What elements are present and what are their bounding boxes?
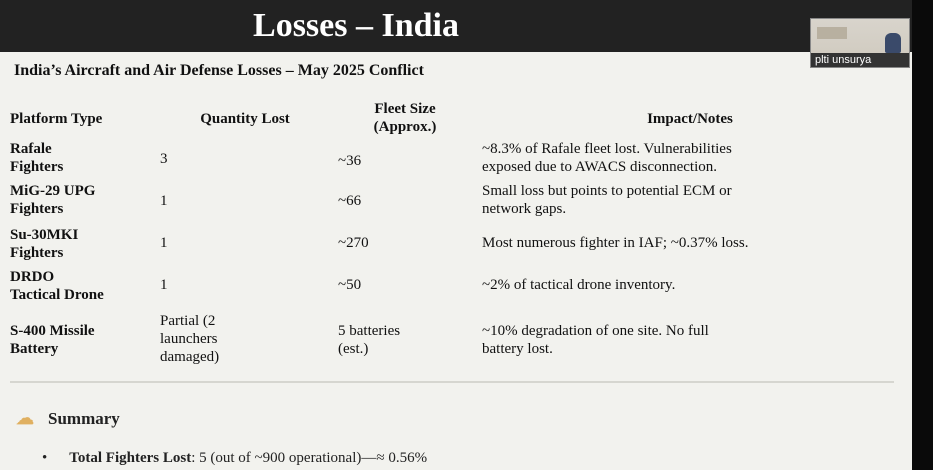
header-quantity: Quantity Lost — [200, 111, 290, 127]
participant-name: plti unsurya — [811, 53, 909, 67]
impact-notes: Small loss but points to potential ECM o… — [482, 183, 732, 199]
quantity-lost: 1 — [160, 277, 168, 293]
fleet-size: ~270 — [338, 235, 369, 251]
platform-name-line2: Fighters — [10, 201, 64, 217]
section-divider — [10, 381, 894, 383]
quantity-lost: 1 — [160, 193, 168, 209]
quantity-lost: 1 — [160, 235, 168, 251]
platform-name-line2: Fighters — [10, 159, 64, 175]
screen-edge — [912, 0, 933, 470]
header-fleet-line2: (Approx.) — [373, 119, 437, 135]
impact-notes-line2: exposed due to AWACS disconnection. — [482, 159, 718, 175]
bullet-icon: • — [42, 450, 48, 466]
impact-notes: ~2% of tactical drone inventory. — [482, 277, 676, 293]
platform-name: Rafale — [10, 141, 52, 157]
title-bar: Losses – India — [0, 0, 912, 52]
impact-notes: ~8.3% of Rafale fleet lost. Vulnerabilit… — [482, 141, 732, 157]
header-notes: Impact/Notes — [647, 111, 733, 127]
presentation-slide: Losses – India India’s Aircraft and Air … — [0, 0, 912, 470]
fleet-size: ~50 — [338, 277, 362, 293]
fleet-size: ~36 — [338, 153, 362, 169]
quantity-lost: Partial (2 — [160, 313, 216, 329]
slide-subtitle: India’s Aircraft and Air Defense Losses … — [14, 62, 424, 79]
summary-bullet: • Total Fighters Lost: 5 (out of ~900 ope… — [42, 450, 427, 467]
slide-title: Losses – India — [253, 7, 459, 44]
fleet-size: 5 batteries — [338, 323, 401, 339]
quantity-lost-line2: launchers — [160, 331, 218, 347]
platform-name: S-400 Missile — [10, 323, 95, 339]
header-platform: Platform Type — [10, 111, 103, 127]
platform-name: MiG-29 UPG — [10, 183, 96, 199]
summary-heading-text: Summary — [48, 409, 120, 428]
bullet-text: : 5 (out of ~900 operational)—≈ 0.56% — [191, 450, 428, 466]
quantity-lost-line3: damaged) — [160, 349, 220, 365]
quantity-lost: 3 — [160, 151, 168, 167]
summary-heading: ☁ Summary — [16, 408, 120, 429]
fleet-size-line2: (est.) — [338, 341, 369, 357]
header-fleet-line1: Fleet Size — [374, 101, 436, 117]
platform-name-line2: Battery — [10, 341, 59, 357]
platform-name-line2: Tactical Drone — [10, 287, 104, 303]
bullet-label: Total Fighters Lost — [69, 450, 192, 466]
participant-figure — [885, 33, 901, 53]
fleet-size: ~66 — [338, 193, 362, 209]
platform-name-line2: Fighters — [10, 245, 64, 261]
impact-notes-line2: network gaps. — [482, 201, 567, 217]
platform-name: Su-30MKI — [10, 227, 79, 243]
impact-notes: ~10% degradation of one site. No full — [482, 323, 709, 339]
summary-icon: ☁ — [16, 408, 34, 428]
platform-name: DRDO — [10, 269, 55, 285]
impact-notes-line2: battery lost. — [482, 341, 553, 357]
background-shelf — [817, 27, 847, 39]
impact-notes: Most numerous fighter in IAF; ~0.37% los… — [482, 235, 749, 251]
participant-video-thumbnail[interactable]: plti unsurya — [810, 18, 910, 68]
